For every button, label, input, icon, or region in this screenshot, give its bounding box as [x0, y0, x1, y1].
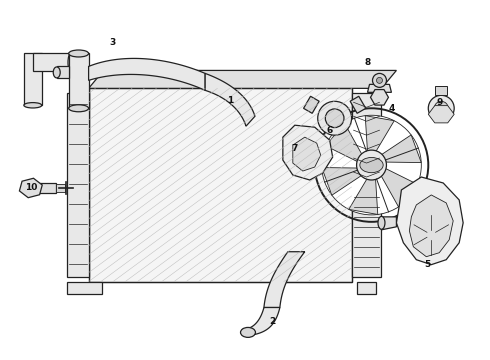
- Polygon shape: [409, 195, 453, 257]
- Polygon shape: [352, 93, 382, 276]
- Polygon shape: [293, 137, 321, 171]
- Polygon shape: [370, 90, 389, 105]
- Text: 7: 7: [292, 144, 298, 153]
- Circle shape: [322, 115, 421, 215]
- Text: 2: 2: [269, 317, 275, 326]
- Text: 4: 4: [388, 104, 394, 113]
- Polygon shape: [304, 96, 319, 113]
- Polygon shape: [24, 54, 42, 105]
- Ellipse shape: [69, 105, 89, 112]
- Polygon shape: [349, 179, 378, 215]
- Ellipse shape: [53, 67, 60, 78]
- Ellipse shape: [69, 50, 89, 57]
- Polygon shape: [31, 183, 56, 193]
- Polygon shape: [57, 67, 69, 78]
- Ellipse shape: [24, 103, 42, 108]
- Text: 9: 9: [436, 98, 442, 107]
- Polygon shape: [283, 125, 333, 180]
- Polygon shape: [325, 123, 362, 161]
- Circle shape: [325, 109, 344, 127]
- Circle shape: [434, 101, 448, 115]
- Polygon shape: [382, 135, 421, 163]
- Polygon shape: [357, 282, 376, 293]
- Polygon shape: [242, 307, 280, 334]
- Text: 5: 5: [424, 260, 430, 269]
- Polygon shape: [56, 184, 65, 192]
- Polygon shape: [89, 88, 352, 282]
- Circle shape: [372, 73, 387, 87]
- Polygon shape: [67, 93, 89, 276]
- Polygon shape: [89, 58, 205, 90]
- Polygon shape: [205, 73, 255, 126]
- Polygon shape: [264, 252, 305, 307]
- Polygon shape: [368, 84, 392, 92]
- Polygon shape: [350, 96, 366, 113]
- Polygon shape: [396, 177, 463, 265]
- Ellipse shape: [68, 54, 73, 71]
- Polygon shape: [33, 54, 71, 71]
- Ellipse shape: [378, 216, 385, 229]
- Circle shape: [357, 150, 387, 180]
- Text: 3: 3: [109, 38, 116, 47]
- Ellipse shape: [360, 157, 383, 173]
- Circle shape: [376, 77, 383, 84]
- Polygon shape: [69, 54, 89, 108]
- Circle shape: [428, 95, 454, 121]
- Polygon shape: [20, 178, 42, 198]
- Polygon shape: [428, 105, 454, 123]
- Text: 1: 1: [227, 96, 233, 105]
- Polygon shape: [381, 169, 417, 207]
- Text: 6: 6: [326, 126, 333, 135]
- Text: 8: 8: [365, 58, 370, 67]
- Polygon shape: [382, 217, 396, 230]
- Polygon shape: [365, 116, 394, 151]
- Text: 10: 10: [24, 184, 37, 193]
- Ellipse shape: [241, 328, 255, 337]
- Polygon shape: [322, 167, 361, 195]
- Polygon shape: [435, 86, 447, 95]
- Polygon shape: [89, 71, 396, 88]
- Circle shape: [318, 101, 352, 135]
- Polygon shape: [67, 282, 101, 293]
